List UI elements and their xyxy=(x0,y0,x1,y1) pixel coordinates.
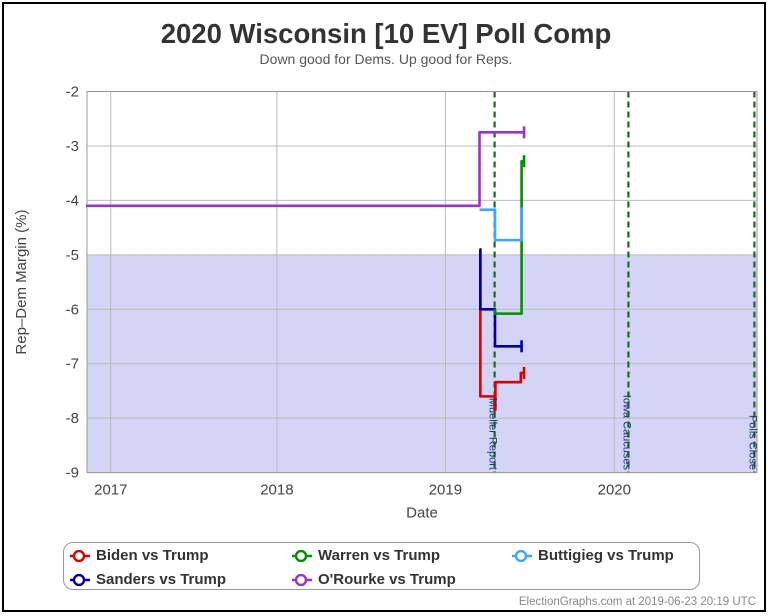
svg-text:-9: -9 xyxy=(66,465,79,482)
svg-text:Iowa Caucuses: Iowa Caucuses xyxy=(620,395,632,471)
svg-text:Mueller Report: Mueller Report xyxy=(487,398,499,470)
svg-text:-7: -7 xyxy=(66,356,79,373)
svg-text:Date: Date xyxy=(406,505,438,522)
svg-text:-6: -6 xyxy=(66,301,79,318)
svg-text:-3: -3 xyxy=(66,138,79,155)
svg-text:-4: -4 xyxy=(66,192,79,209)
svg-text:2020: 2020 xyxy=(598,482,631,499)
svg-text:2019: 2019 xyxy=(429,482,462,499)
svg-text:Rep–Dem Margin (%): Rep–Dem Margin (%) xyxy=(13,210,30,355)
svg-text:2017: 2017 xyxy=(94,482,127,499)
svg-text:-2: -2 xyxy=(66,84,79,101)
svg-text:-5: -5 xyxy=(66,247,79,264)
svg-text:Polls Close: Polls Close xyxy=(746,415,758,470)
svg-text:Down good for Dems. Up good fo: Down good for Dems. Up good for Reps. xyxy=(260,51,513,67)
svg-text:-8: -8 xyxy=(66,410,79,427)
svg-text:2020 Wisconsin [10 EV] Poll Co: 2020 Wisconsin [10 EV] Poll Comp xyxy=(161,18,612,49)
svg-text:2018: 2018 xyxy=(260,482,293,499)
